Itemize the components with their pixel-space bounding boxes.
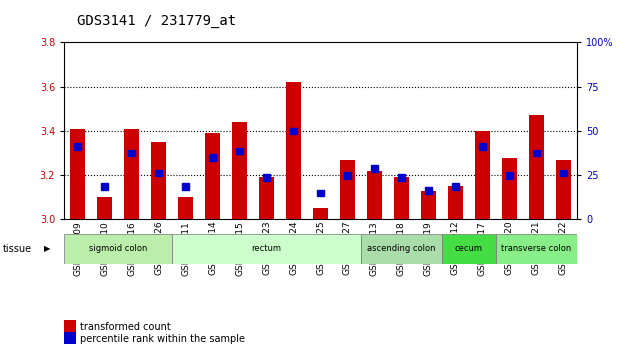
Bar	[560, 170, 567, 176]
Text: transformed count: transformed count	[80, 322, 171, 332]
Bar	[529, 115, 544, 219]
Bar	[533, 150, 540, 156]
Bar	[155, 170, 162, 176]
Bar	[371, 165, 378, 172]
Bar	[205, 133, 220, 219]
Bar	[124, 129, 139, 219]
Bar	[236, 148, 243, 154]
Bar	[232, 122, 247, 219]
Bar	[506, 172, 513, 178]
Bar	[290, 128, 297, 134]
Bar	[70, 129, 85, 219]
Text: cecum: cecum	[455, 244, 483, 253]
Bar	[556, 160, 571, 219]
Bar	[452, 183, 459, 190]
Bar	[182, 183, 189, 190]
Bar	[442, 234, 496, 264]
Bar	[178, 198, 193, 219]
Bar	[475, 131, 490, 219]
Bar	[286, 82, 301, 219]
Bar	[496, 234, 577, 264]
Bar	[74, 143, 81, 150]
Bar	[97, 198, 112, 219]
Bar	[448, 186, 463, 219]
Bar	[425, 187, 432, 194]
Bar	[209, 154, 216, 161]
Text: ▶: ▶	[44, 244, 50, 253]
Bar	[313, 209, 328, 219]
Bar	[259, 177, 274, 219]
Bar	[361, 234, 442, 264]
Bar	[421, 191, 436, 219]
Text: GDS3141 / 231779_at: GDS3141 / 231779_at	[77, 14, 236, 28]
Bar	[151, 142, 166, 219]
Text: tissue: tissue	[3, 244, 32, 254]
Text: ascending colon: ascending colon	[367, 244, 436, 253]
Text: sigmoid colon: sigmoid colon	[89, 244, 147, 253]
Bar	[479, 143, 486, 150]
Text: transverse colon: transverse colon	[501, 244, 572, 253]
Bar	[128, 150, 135, 156]
Bar	[394, 177, 409, 219]
Bar	[64, 234, 172, 264]
Text: rectum: rectum	[251, 244, 281, 253]
Bar	[502, 158, 517, 219]
Bar	[101, 183, 108, 190]
Bar	[344, 172, 351, 178]
Bar	[367, 171, 382, 219]
Bar	[340, 160, 355, 219]
Bar	[317, 190, 324, 196]
Bar	[398, 174, 405, 181]
Bar	[263, 174, 270, 181]
Bar	[172, 234, 361, 264]
Text: percentile rank within the sample: percentile rank within the sample	[80, 334, 245, 344]
